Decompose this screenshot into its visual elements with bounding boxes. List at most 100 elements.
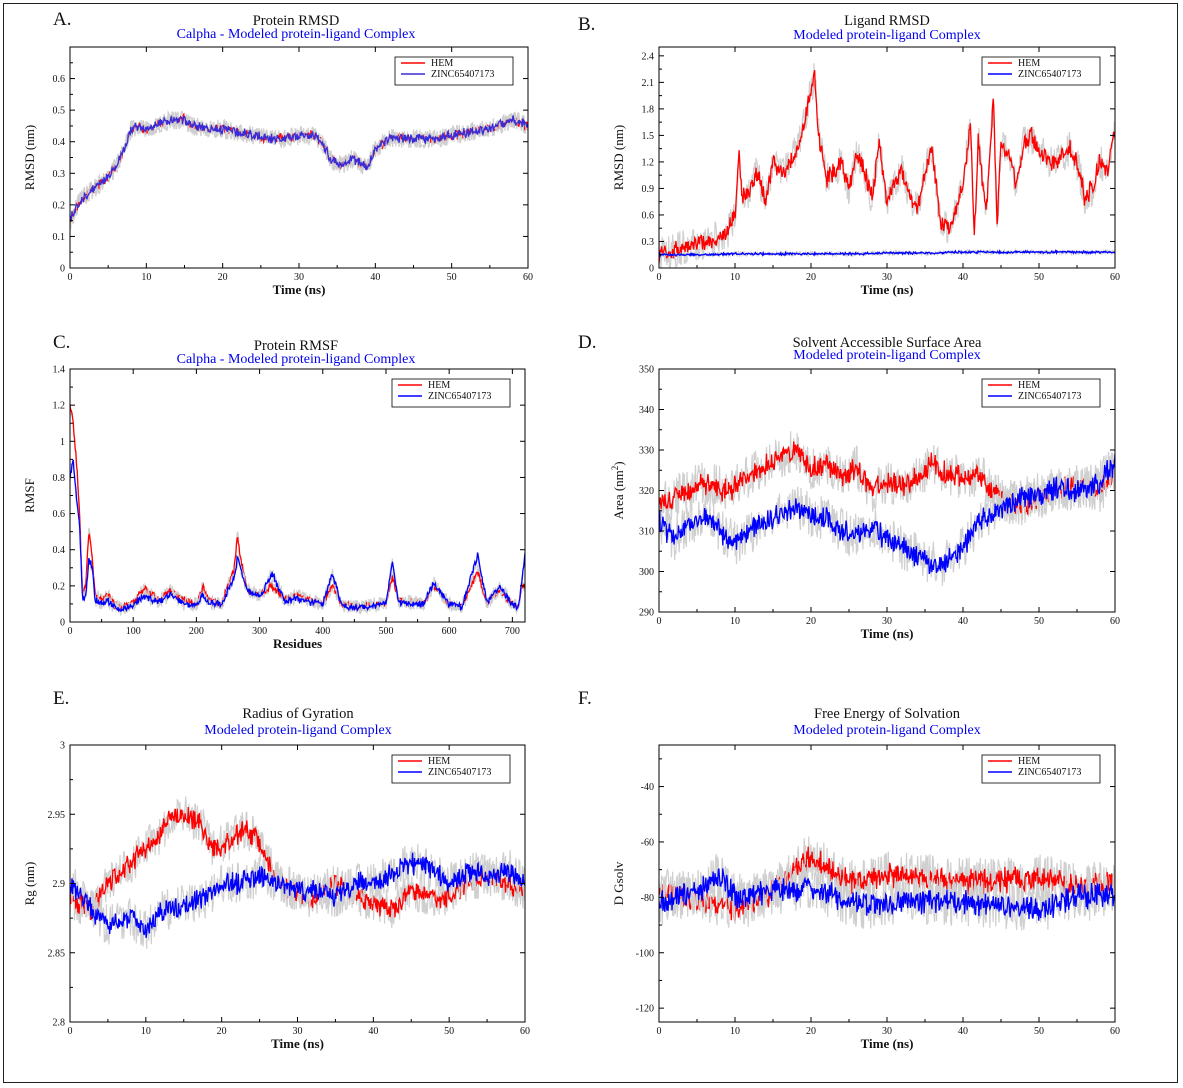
x-tick-label: 10 [141, 1026, 151, 1037]
x-tick-label: 0 [657, 616, 662, 627]
y-axis-label-sup: 2 [610, 466, 620, 471]
legend-box [981, 378, 1101, 408]
y-tick-label: 0 [60, 618, 65, 629]
x-tick-label: 40 [958, 1026, 968, 1037]
y-tick-label: 320 [639, 486, 654, 497]
y-axis-label: RMSF [22, 478, 37, 513]
series-line [659, 69, 1115, 264]
y-tick-label: 3 [60, 741, 65, 752]
y-axis-label: RMSD (nm) [611, 125, 626, 190]
y-tick-label: -120 [636, 1004, 654, 1015]
panel-d: D. Solvent Accessible Surface AreaModeled… [578, 332, 1120, 641]
x-tick-label: 0 [68, 626, 73, 637]
legend-box [981, 754, 1101, 784]
panel-letter: B. [578, 14, 595, 35]
x-tick-label: 30 [294, 272, 304, 283]
x-tick-label: 20 [806, 1026, 816, 1037]
x-tick-label: 40 [958, 272, 968, 283]
series-line [70, 115, 528, 222]
legend-label: ZINC65407173 [428, 391, 491, 402]
y-tick-label: 0.8 [53, 473, 66, 484]
plot-area [659, 431, 1115, 586]
panel-letter: C. [53, 332, 70, 353]
y-tick-label: 300 [639, 567, 654, 578]
series-line [659, 868, 1115, 921]
x-tick-label: 40 [958, 616, 968, 627]
series-line [70, 459, 525, 613]
x-tick-label: 500 [378, 626, 393, 637]
x-axis-label: Time (ns) [273, 282, 326, 297]
series-line [659, 453, 1115, 574]
panel-letter: E. [53, 688, 69, 709]
plot-area [659, 836, 1115, 931]
chart-title: Protein RMSF [254, 338, 338, 354]
y-tick-label: 2.8 [53, 1018, 66, 1029]
x-tick-label: 40 [370, 272, 380, 283]
legend-box [391, 378, 511, 408]
plot-area [70, 109, 528, 230]
x-tick-label: 100 [126, 626, 141, 637]
series-line [70, 404, 525, 613]
x-tick-label: 30 [882, 1026, 892, 1037]
series-band [70, 403, 525, 615]
x-tick-label: 400 [315, 626, 330, 637]
legend-label: ZINC65407173 [1018, 69, 1081, 80]
x-tick-label: 20 [218, 272, 228, 283]
chart-subtitle: Modeled protein-ligand Complex [204, 723, 391, 738]
chart-subtitle: Modeled protein-ligand Complex [793, 28, 980, 43]
x-tick-label: 20 [806, 616, 816, 627]
chart-title: Free Energy of Solvation [814, 706, 961, 722]
y-tick-label: 0.3 [53, 169, 66, 180]
x-tick-label: 50 [1034, 1026, 1044, 1037]
x-tick-label: 10 [730, 616, 740, 627]
x-tick-label: 60 [523, 272, 533, 283]
chart-subtitle: Modeled protein-ligand Complex [793, 348, 980, 363]
x-tick-label: 60 [520, 1026, 530, 1037]
x-axis-label: Residues [273, 636, 322, 651]
legend-label: ZINC65407173 [431, 69, 494, 80]
y-tick-label: 310 [639, 527, 654, 538]
x-tick-label: 50 [447, 272, 457, 283]
x-tick-label: 10 [730, 1026, 740, 1037]
panel-letter: F. [578, 688, 592, 709]
y-tick-label: 1.4 [53, 365, 66, 376]
x-tick-label: 0 [68, 1026, 73, 1037]
legend-label: ZINC65407173 [1018, 767, 1081, 778]
chart-title: Protein RMSD [253, 13, 340, 29]
panel-letter: A. [53, 9, 71, 30]
y-tick-label: 0.5 [53, 106, 66, 117]
y-tick-label: 0.6 [642, 210, 655, 221]
legend-label: HEM [431, 58, 453, 69]
chart-title: Ligand RMSD [844, 13, 930, 29]
chart-title: Solvent Accessible Surface Area [793, 335, 982, 351]
x-axis-label: Time (ns) [861, 626, 914, 641]
y-tick-label: 1.2 [53, 401, 66, 412]
y-tick-label: 0.2 [53, 581, 66, 592]
legend-box [981, 56, 1101, 86]
x-tick-label: 700 [505, 626, 520, 637]
chart-subtitle: Modeled protein-ligand Complex [793, 723, 980, 738]
y-tick-label: 2.9 [53, 879, 66, 890]
legend-label: HEM [1018, 58, 1040, 69]
x-tick-label: 50 [444, 1026, 454, 1037]
y-tick-label: 1.2 [642, 157, 655, 168]
x-tick-label: 50 [1034, 272, 1044, 283]
y-tick-label: 2.1 [642, 78, 655, 89]
x-tick-label: 60 [1110, 1026, 1120, 1037]
y-tick-label: 0.9 [642, 184, 655, 195]
x-tick-label: 10 [141, 272, 151, 283]
y-tick-label: -80 [641, 893, 654, 904]
x-tick-label: 60 [1110, 616, 1120, 627]
y-tick-label: 350 [639, 365, 654, 376]
x-tick-label: 30 [882, 616, 892, 627]
y-axis-label: Rg (nm) [22, 862, 37, 906]
y-tick-label: 0.1 [53, 232, 66, 243]
